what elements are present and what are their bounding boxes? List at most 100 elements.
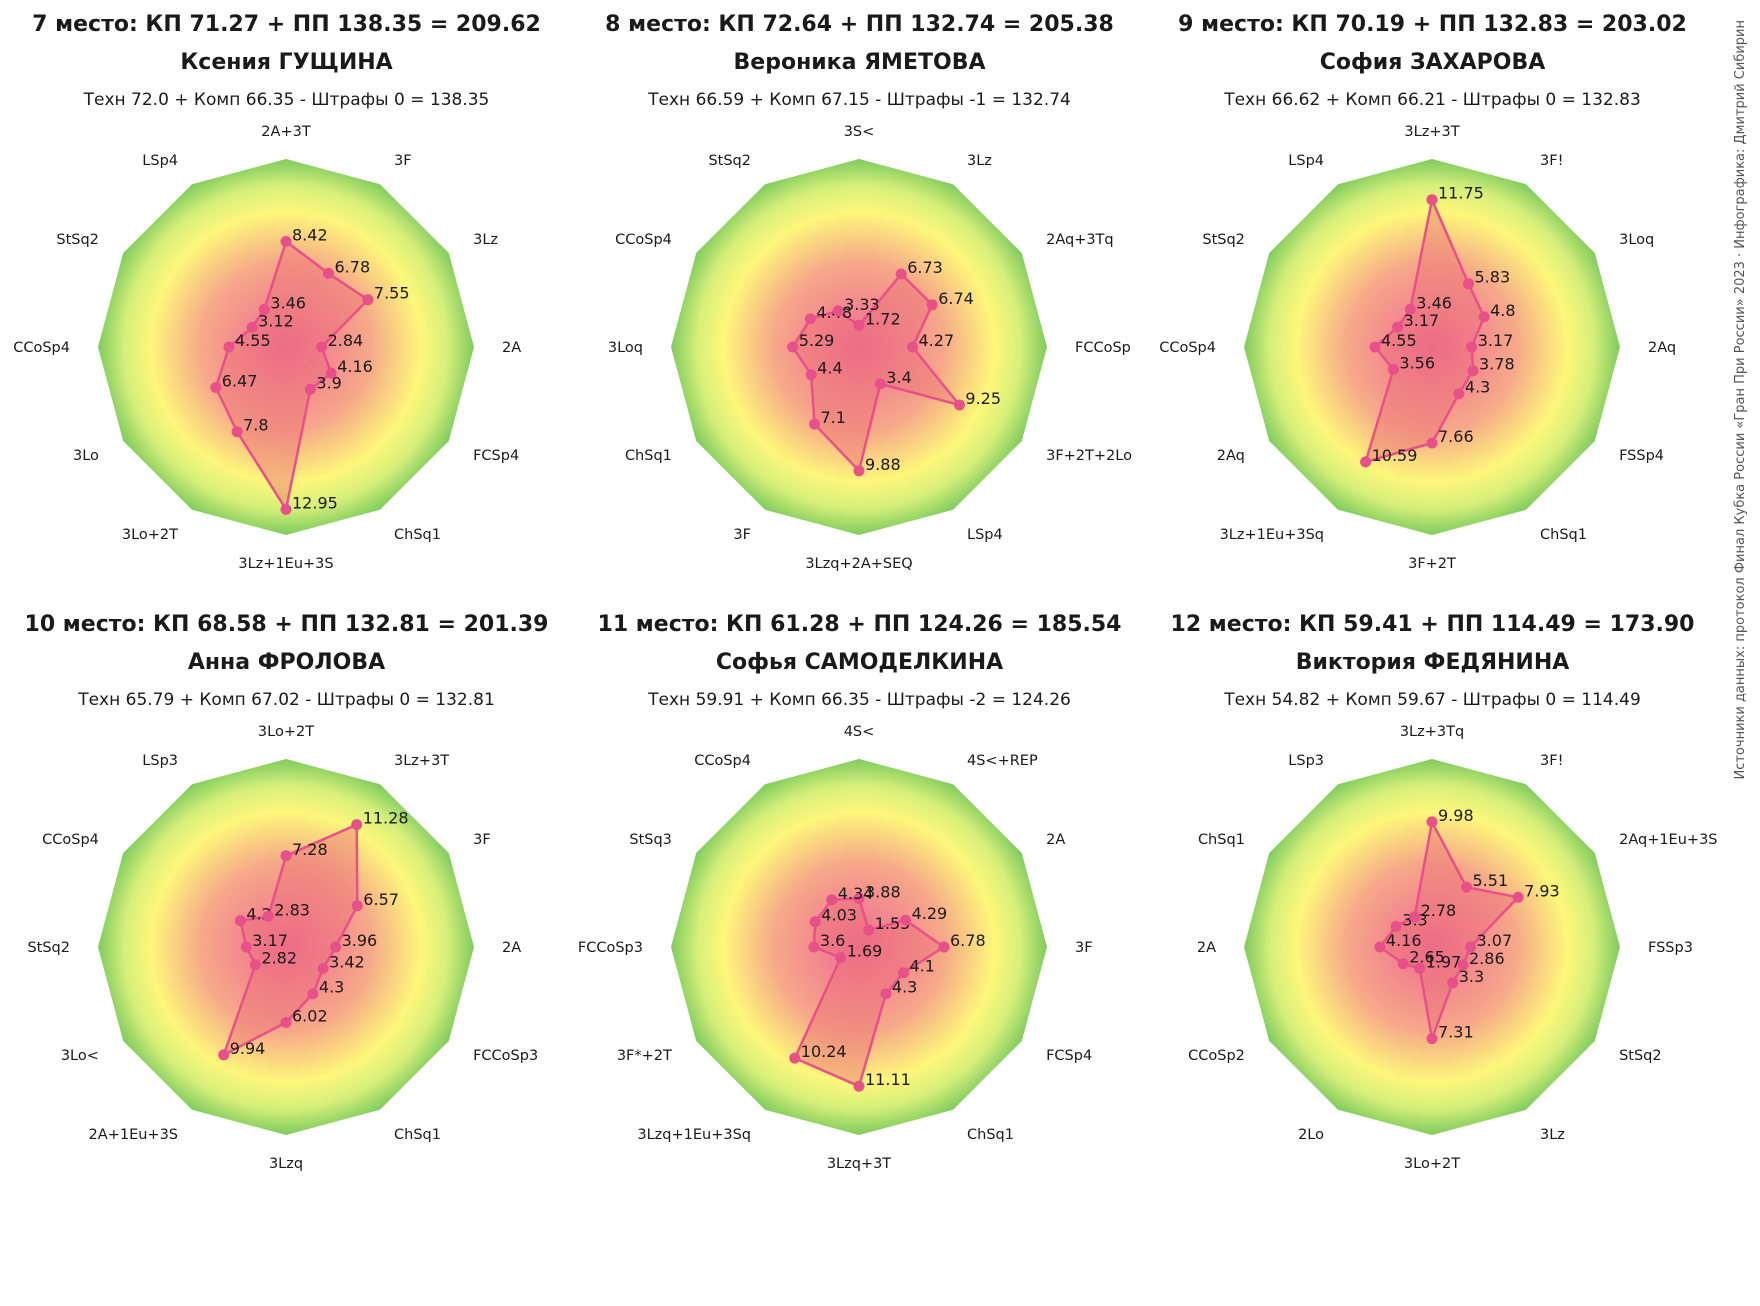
value-label: 3.42 <box>329 952 365 971</box>
radar-point <box>832 305 844 317</box>
radar-point <box>1369 341 1381 353</box>
value-label: 4.16 <box>1386 931 1422 950</box>
radar-point <box>316 341 328 353</box>
radar-point <box>1463 278 1474 290</box>
value-label: 6.57 <box>363 890 399 909</box>
axis-label: 2A <box>1197 940 1216 956</box>
score-breakdown: Техн 65.79 + Комп 67.02 - Штрафы 0 = 132… <box>78 690 495 710</box>
radar-point <box>1466 341 1478 353</box>
radar-point <box>1465 941 1476 953</box>
score-breakdown: Техн 66.59 + Комп 67.15 - Штрафы -1 = 13… <box>648 90 1071 110</box>
radar-point <box>907 341 918 353</box>
radar-background <box>671 759 1047 1135</box>
chart-title: 9 место: КП 70.19 + ПП 132.83 = 203.02 <box>1178 12 1687 37</box>
value-label: 6.47 <box>222 372 258 391</box>
radar-point <box>262 910 274 922</box>
radar-chart: 3.881.554.296.784.14.311.1110.241.693.64… <box>578 724 1093 1172</box>
radar-point <box>1392 321 1404 333</box>
radar-point <box>853 892 865 904</box>
radar-point <box>280 236 292 247</box>
axis-label: 4S< <box>844 724 875 740</box>
value-label: 3.9 <box>316 373 341 392</box>
value-label: 3.6 <box>820 931 845 950</box>
value-label: 2.82 <box>261 949 297 968</box>
axis-label: 3Lz <box>473 232 498 248</box>
value-label: 6.74 <box>938 289 974 308</box>
axis-label: 3Lz+3T <box>1404 124 1459 140</box>
radar-point <box>809 916 821 928</box>
radar-panel: 7 место: КП 71.27 + ПП 138.35 = 209.62 Кс… <box>0 0 573 653</box>
radar-chart: 1.726.736.744.279.253.49.887.14.45.294.4… <box>608 124 1132 572</box>
axis-label: LSp3 <box>142 753 178 769</box>
radar-point <box>280 1017 292 1028</box>
radar-point <box>895 268 907 280</box>
radar-point <box>1426 194 1438 206</box>
axis-label: 3F! <box>1540 153 1563 169</box>
value-label: 5.83 <box>1475 268 1511 287</box>
skater-name: София ЗАХАРОВА <box>1319 50 1546 75</box>
radar-point <box>1390 920 1402 932</box>
radar-chart: 9.98 5.51 7.93 3.072.863.3 7.31 1.972.654.16 3… <box>1188 724 1717 1172</box>
chart-title: 12 место: КП 59.41 + ПП 114.49 = 173.90 <box>1170 612 1695 637</box>
value-label: 4.16 <box>337 357 373 376</box>
axis-label: 2A <box>502 340 521 356</box>
value-label: 4.34 <box>838 884 874 903</box>
radar-point <box>835 952 847 964</box>
axis-label: FCSp4 <box>473 448 519 464</box>
radar-point <box>804 313 816 325</box>
value-label: 2.83 <box>274 900 310 919</box>
value-label: 3.07 <box>1477 931 1513 950</box>
skater-name: Ксения ГУЩИНА <box>180 50 393 75</box>
axis-label: StSq2 <box>27 940 70 956</box>
radar-point <box>805 369 817 381</box>
radar-point <box>307 988 319 1000</box>
axis-label: 3Lzq+1Eu+3Sq <box>637 1127 751 1143</box>
axis-label: 3Lz <box>967 153 992 169</box>
value-label: 11.11 <box>865 1070 911 1089</box>
value-label: 4.4 <box>817 359 842 378</box>
axis-label: 2A+1Eu+3S <box>89 1127 178 1143</box>
radar-background <box>671 159 1047 535</box>
radar-point <box>1414 962 1426 974</box>
value-label: 4.29 <box>912 904 948 923</box>
axis-label: FCSp4 <box>1046 1048 1092 1064</box>
radar-point <box>1374 941 1386 953</box>
radar-point <box>1453 388 1465 400</box>
value-label: 4.27 <box>919 331 955 350</box>
axis-label: ChSq1 <box>394 527 441 543</box>
radar-point <box>1387 363 1399 375</box>
axis-label: 3F+2T <box>1408 556 1456 572</box>
radar-point <box>1360 456 1372 468</box>
radar-point <box>240 941 252 953</box>
axis-label: LSp4 <box>1288 153 1324 169</box>
axis-label: 3Lzq+3T <box>827 1156 891 1172</box>
axis-label: StSq3 <box>629 832 672 848</box>
axis-label: 2Aq+3Tq <box>1046 232 1114 248</box>
axis-label: StSq2 <box>1619 1048 1662 1064</box>
radar-point <box>953 399 965 411</box>
value-label: 4.55 <box>235 331 271 350</box>
radar-panel: 9 место: КП 70.19 + ПП 132.83 = 203.02 Со… <box>1146 0 1719 653</box>
axis-label: 4S<+REP <box>967 753 1038 769</box>
value-label: 3.4 <box>886 368 911 387</box>
value-label: 6.78 <box>335 257 371 276</box>
radar-point <box>900 914 912 926</box>
value-label: 2.78 <box>1421 901 1457 920</box>
axis-label: 3F <box>394 153 412 169</box>
value-label: 3.12 <box>258 311 294 330</box>
radar-background <box>98 159 474 535</box>
axis-label: 3Lz <box>1540 1127 1565 1143</box>
radar-point <box>1426 816 1438 828</box>
axis-label: 3Lo+2T <box>122 527 178 543</box>
radar-background <box>1244 759 1620 1135</box>
chart-title: 10 место: КП 68.58 + ПП 132.81 = 201.39 <box>24 612 549 637</box>
value-label: 11.28 <box>363 809 409 828</box>
radar-point <box>1467 365 1479 377</box>
axis-label: 3Lz+1Eu+3S <box>238 556 333 572</box>
axis-label: 3Lo< <box>61 1048 99 1064</box>
axis-label: 3S< <box>844 124 875 140</box>
radar-point <box>880 988 892 1000</box>
value-label: 8.42 <box>292 226 328 245</box>
radar-point <box>926 299 938 311</box>
axis-label: ChSq1 <box>967 1127 1014 1143</box>
